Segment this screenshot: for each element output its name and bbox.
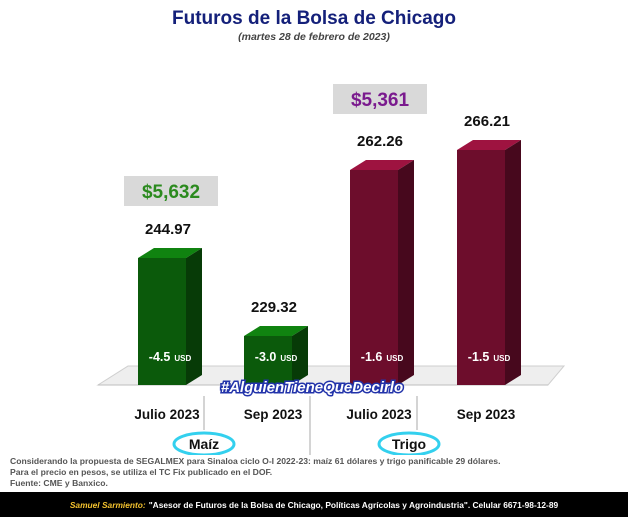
chart-subtitle: (martes 28 de febrero de 2023) <box>238 31 390 43</box>
category-label: Sep 2023 <box>457 407 516 422</box>
bar-side <box>398 160 414 385</box>
bar-change-label: -1.6 USD <box>361 350 404 364</box>
footnote-line: Considerando la propuesta de SEGALMEX pa… <box>10 456 501 466</box>
bar <box>350 170 398 385</box>
footnote-line: Fuente: CME y Banxico. <box>10 478 108 488</box>
bar-change-label: -1.5 USD <box>468 350 511 364</box>
group-ellipse <box>377 431 441 455</box>
bar-value-label: 262.26 <box>357 133 403 150</box>
bar <box>138 258 186 385</box>
bar <box>244 336 292 385</box>
category-label: Julio 2023 <box>346 407 412 422</box>
category-label: Julio 2023 <box>134 407 200 422</box>
price-box <box>333 84 427 114</box>
chart: Futuros de la Bolsa de Chicago (martes 2… <box>96 8 566 455</box>
category-label: Sep 2023 <box>244 407 303 422</box>
footer-banner: Samuel Sarmiento: "Asesor de Futuros de … <box>0 492 628 517</box>
footnote: Considerando la propuesta de SEGALMEX pa… <box>10 456 610 489</box>
price-box <box>124 176 218 206</box>
bar-change-label: -4.5 USD <box>149 350 192 364</box>
bar-top <box>457 140 521 150</box>
watermark-hashtag: #AlguienTieneQueDecirlo <box>221 379 403 396</box>
group-ellipse <box>172 431 236 455</box>
bar <box>457 150 505 385</box>
bar-side <box>505 140 521 385</box>
footnote-line: Para el precio en pesos, se utiliza el T… <box>10 467 273 477</box>
banner-text: "Asesor de Futuros de la Bolsa de Chicag… <box>148 499 559 510</box>
price-label: $5,632 <box>142 182 200 203</box>
group-label: Trigo <box>392 436 426 452</box>
bar-value-label: 244.97 <box>145 221 191 238</box>
bar-value-label: 266.21 <box>464 113 510 130</box>
price-label: $5,361 <box>351 90 410 111</box>
chart-title: Futuros de la Bolsa de Chicago <box>172 8 456 29</box>
bar-side <box>292 326 308 385</box>
bar-change-label: -3.0 USD <box>255 350 298 364</box>
plot-area: 244.97 -4.5 USD Julio 2023 229.32 -3.0 USD Sep … <box>96 84 566 455</box>
bar-top <box>244 326 308 336</box>
group-label: Maíz <box>189 436 219 452</box>
bar-top <box>138 248 202 258</box>
bar-top <box>350 160 414 170</box>
bar-value-label: 229.32 <box>251 299 297 316</box>
bar-side <box>186 248 202 385</box>
banner-author: Samuel Sarmiento: <box>69 499 146 510</box>
